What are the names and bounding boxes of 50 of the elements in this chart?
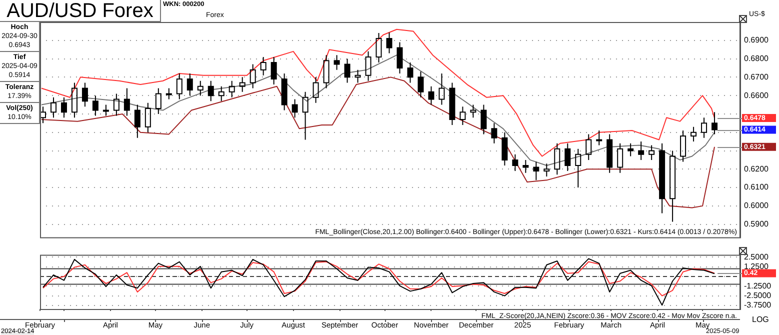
candlestick (302, 91, 308, 140)
text: LOG (752, 315, 769, 324)
candlestick (544, 163, 550, 178)
candlestick (596, 130, 602, 146)
candlestick (365, 50, 372, 82)
candlestick (670, 150, 676, 222)
candlestick (648, 144, 655, 160)
y-tick-label: 0.6600 (744, 90, 770, 100)
candlestick (166, 88, 172, 100)
candlestick (218, 86, 224, 102)
candlestick (155, 88, 162, 114)
y-tick-label: -3.7500 (744, 300, 772, 310)
y-tick-label: -1.2500 (744, 281, 772, 290)
candlestick (176, 73, 182, 100)
candlestick (586, 134, 592, 160)
y-tick-label: 0.6900 (744, 36, 770, 45)
candlestick (690, 126, 697, 142)
candlestick (197, 80, 204, 96)
candlestick (50, 96, 56, 118)
candlestick (102, 104, 109, 116)
y-tick-label: 0.6200 (744, 164, 770, 174)
candlestick (250, 64, 256, 89)
chart-title: AUD/USD Forex (0, 0, 161, 22)
y-tick-label: 0.6100 (744, 182, 770, 192)
candlestick (260, 56, 266, 76)
y-tick-label: 0.5900 (744, 220, 770, 229)
candlestick (113, 93, 120, 116)
candlestick (438, 73, 445, 106)
candlestick (460, 106, 466, 126)
y-tick-label: -2.5000 (744, 291, 772, 300)
candlestick (354, 69, 361, 84)
candlestick (680, 130, 686, 162)
candlestick (323, 54, 330, 89)
candlestick (239, 76, 246, 92)
candlestick (701, 117, 708, 138)
y-tick-label: 0.6700 (744, 72, 770, 82)
candlestick (312, 76, 319, 104)
y-tick-label: 1.2500 (744, 262, 770, 272)
candlestick (228, 80, 235, 98)
y-tick-label: 0.6000 (744, 201, 770, 210)
candlestick (554, 142, 560, 176)
candlestick (575, 148, 582, 188)
candlestick (376, 32, 382, 63)
candlestick (40, 106, 46, 124)
candlestick (71, 82, 78, 118)
candlestick (144, 102, 151, 133)
candlestick (470, 104, 476, 118)
y-tick-label: 2.5000 (744, 252, 770, 262)
y-tick-label: 0.6800 (744, 54, 770, 63)
candlestick (617, 142, 624, 174)
